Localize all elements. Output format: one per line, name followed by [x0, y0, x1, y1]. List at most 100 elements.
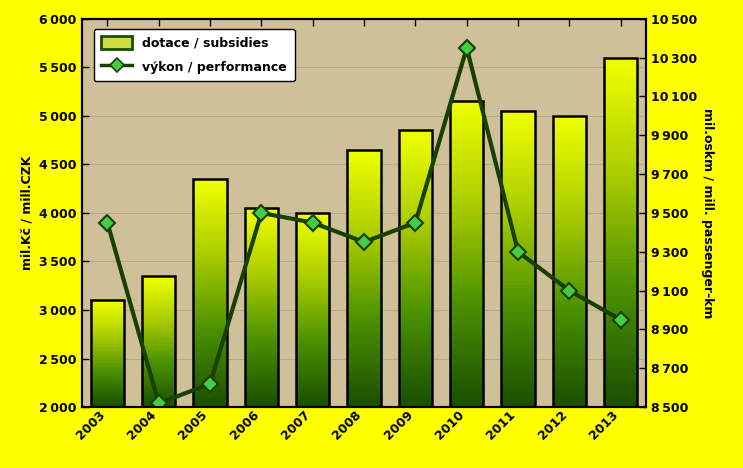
Bar	[142, 300, 175, 302]
Bar	[399, 238, 432, 241]
Bar	[450, 403, 484, 407]
Bar	[553, 378, 586, 382]
Bar	[91, 367, 124, 368]
Bar	[348, 275, 380, 278]
Bar	[553, 243, 586, 247]
Bar	[142, 312, 175, 314]
Bar	[604, 197, 637, 202]
Bar	[91, 318, 124, 319]
Bar	[91, 386, 124, 387]
Bar	[91, 399, 124, 401]
Bar	[604, 140, 637, 145]
Bar	[193, 313, 227, 316]
Bar	[91, 342, 124, 343]
Bar	[553, 301, 586, 305]
Bar	[450, 224, 484, 227]
Bar	[244, 265, 278, 268]
Bar	[450, 136, 484, 139]
Bar	[604, 267, 637, 272]
Bar	[399, 144, 432, 148]
Bar	[450, 373, 484, 377]
Bar	[91, 368, 124, 370]
Bar	[296, 358, 329, 361]
Bar	[450, 231, 484, 235]
Bar	[193, 399, 227, 402]
Bar	[244, 228, 278, 230]
Bar	[296, 230, 329, 232]
Bar	[91, 395, 124, 396]
Bar	[142, 371, 175, 373]
Bar	[91, 383, 124, 384]
Bar	[91, 323, 124, 324]
Bar	[244, 340, 278, 343]
Bar	[244, 211, 278, 213]
Bar	[142, 323, 175, 325]
Bar	[604, 307, 637, 311]
Bar	[244, 335, 278, 337]
Bar	[604, 206, 637, 211]
Bar	[348, 336, 380, 340]
Bar	[296, 266, 329, 269]
Bar	[399, 151, 432, 154]
Bar	[193, 330, 227, 333]
Bar	[244, 362, 278, 365]
Bar	[91, 391, 124, 393]
Bar	[450, 312, 484, 315]
Bar	[502, 200, 535, 204]
Bar	[91, 331, 124, 332]
Bar	[450, 338, 484, 342]
Bar	[296, 278, 329, 281]
Bar	[142, 386, 175, 388]
Bar	[193, 273, 227, 276]
Bar	[142, 338, 175, 340]
Bar	[91, 334, 124, 335]
Bar	[296, 361, 329, 364]
Bar	[296, 346, 329, 349]
Bar	[553, 229, 586, 232]
Bar	[91, 365, 124, 366]
Bar	[553, 192, 586, 196]
Bar	[296, 271, 329, 274]
Bar	[450, 277, 484, 281]
Bar	[91, 326, 124, 327]
Bar	[142, 392, 175, 394]
Bar	[502, 348, 535, 351]
Bar	[193, 301, 227, 305]
Bar	[193, 244, 227, 248]
Bar	[604, 184, 637, 189]
Bar	[348, 366, 380, 369]
Bar	[502, 226, 535, 229]
Bar	[193, 344, 227, 347]
Bar	[399, 141, 432, 144]
Bar	[296, 291, 329, 293]
Bar	[604, 320, 637, 324]
Bar	[193, 342, 227, 344]
Bar	[399, 196, 432, 199]
Bar	[142, 284, 175, 286]
Bar	[450, 388, 484, 392]
Bar	[450, 358, 484, 361]
Bar	[91, 315, 124, 316]
Bar	[399, 154, 432, 158]
Bar	[296, 364, 329, 366]
Bar	[399, 231, 432, 234]
Bar	[244, 303, 278, 305]
Bar	[502, 237, 535, 241]
Bar	[348, 160, 380, 163]
Bar	[502, 233, 535, 237]
Bar	[399, 366, 432, 369]
Bar	[142, 289, 175, 291]
Bar	[193, 381, 227, 384]
Bar	[244, 218, 278, 220]
Bar	[553, 389, 586, 393]
Bar	[604, 398, 637, 403]
Bar	[244, 355, 278, 358]
Bar	[348, 333, 380, 336]
Bar	[553, 178, 586, 182]
Bar	[193, 213, 227, 216]
Bar	[604, 228, 637, 232]
Bar	[450, 377, 484, 380]
Bar	[244, 375, 278, 377]
Bar	[348, 298, 380, 301]
Bar	[296, 334, 329, 337]
